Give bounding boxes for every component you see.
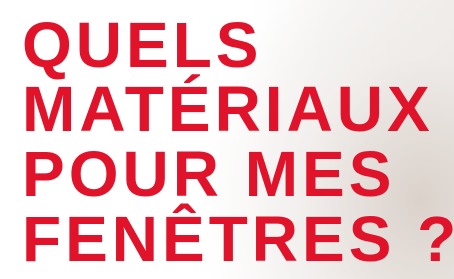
heading-line: QUELS [22, 9, 262, 81]
heading: QUELS MATÉRIAUX POUR MES FENÊTRES ? [0, 0, 454, 279]
heading-line: FENÊTRES ? [22, 202, 454, 275]
heading-line: POUR MES [22, 138, 395, 210]
page: QUELS MATÉRIAUX POUR MES FENÊTRES ? [0, 0, 454, 279]
heading-line: MATÉRIAUX [22, 73, 434, 145]
